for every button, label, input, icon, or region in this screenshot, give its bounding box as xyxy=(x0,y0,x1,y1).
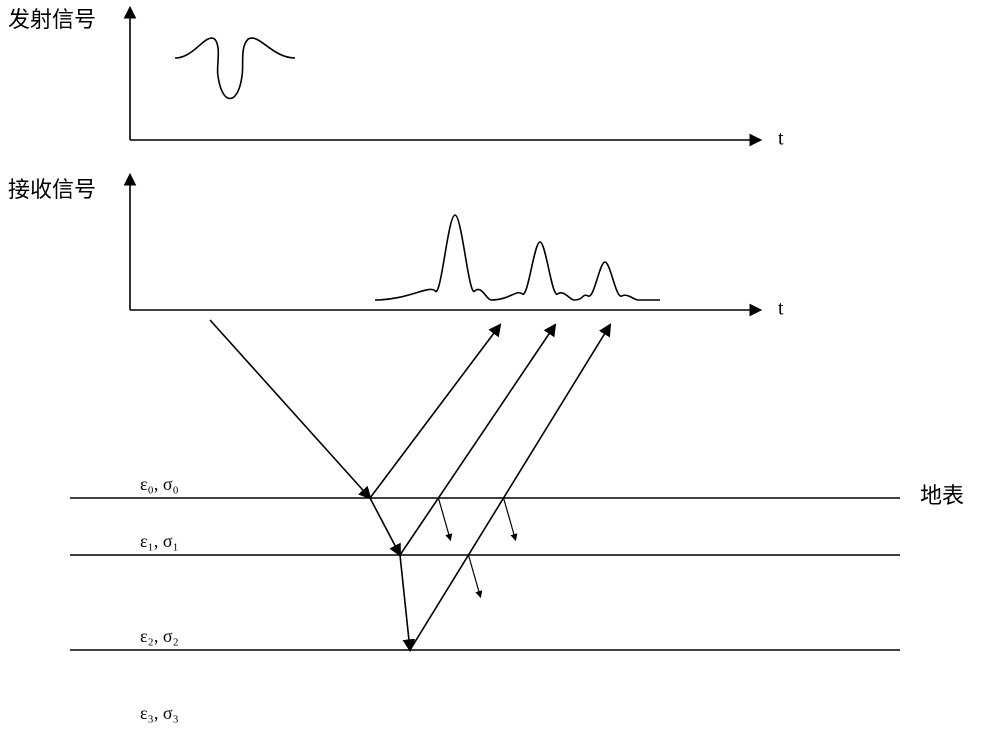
ray-down-to-layer2 xyxy=(400,555,410,650)
refracted-down-surface-2 xyxy=(504,498,516,540)
refracted-down-surface-1 xyxy=(438,498,450,540)
refracted-down-layer1-1 xyxy=(468,555,480,597)
rx-t-label: t xyxy=(778,298,784,320)
rx-signal-label: 接收信号 xyxy=(8,177,96,202)
ray-up-reflection-3 xyxy=(410,325,610,650)
gpr-principle-diagram: t 发射信号 t 接收信号地表 ε₀, σ₀ ε₁, σ₁ ε₂, σ₂ ε₃, σ₃ xyxy=(0,0,1000,738)
tx-pulse-waveform xyxy=(175,38,295,98)
ray-down-to-surface xyxy=(210,320,370,498)
ray-down-to-layer1 xyxy=(370,498,400,555)
ray-up-reflection-1 xyxy=(370,325,500,498)
tx-signal-label: 发射信号 xyxy=(8,7,96,32)
layer3-label: ε₃, σ₃ xyxy=(140,703,179,723)
layer0-label: ε₀, σ₀ xyxy=(140,474,179,494)
tx-t-label: t xyxy=(778,128,784,150)
surface-label: 地表 xyxy=(920,483,964,508)
rx-echo-waveform xyxy=(375,215,660,300)
layer2-label: ε₂, σ₂ xyxy=(140,626,179,646)
ray-up-reflection-2 xyxy=(400,325,555,555)
layer1-label: ε₁, σ₁ xyxy=(140,531,179,551)
